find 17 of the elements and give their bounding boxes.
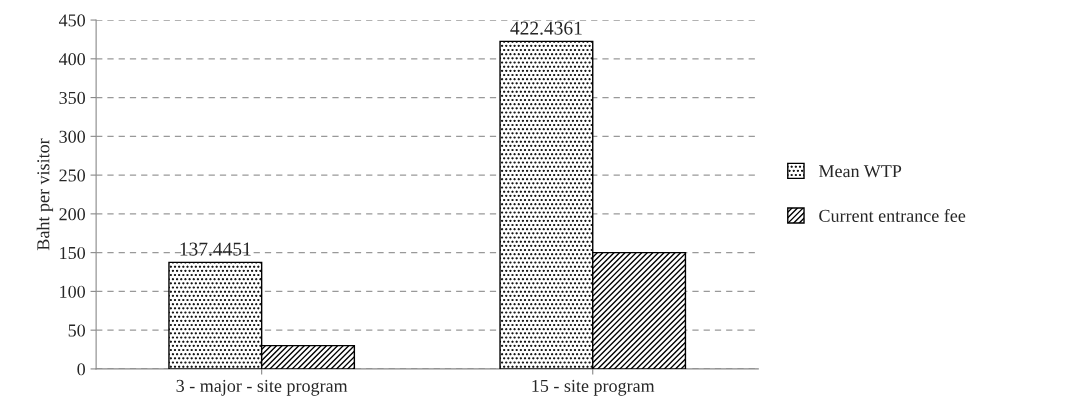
y-axis-title: Baht per visitor xyxy=(36,138,54,251)
y-tick-label: 250 xyxy=(59,169,86,182)
y-tick-label: 450 xyxy=(58,14,86,27)
y-tick-label: 50 xyxy=(68,324,86,337)
legend-label: Mean WTP xyxy=(818,165,902,178)
x-tick-label: 3 - major - site program xyxy=(176,379,348,396)
y-tick-label: 300 xyxy=(59,130,86,143)
y-tick-label: 0 xyxy=(77,363,86,376)
y-tick-label: 400 xyxy=(58,53,86,66)
data-label: 137.4451 xyxy=(180,242,251,256)
data-label: 422.4361 xyxy=(510,21,582,35)
y-tick-label: 350 xyxy=(59,91,86,105)
y-tick-label: 150 xyxy=(60,246,86,260)
y-tick-label: 200 xyxy=(59,208,86,221)
x-tick-label: 15 - site program xyxy=(532,379,655,396)
legend-label: Current entrance fee xyxy=(819,209,966,222)
y-tick-label: 100 xyxy=(60,285,86,298)
